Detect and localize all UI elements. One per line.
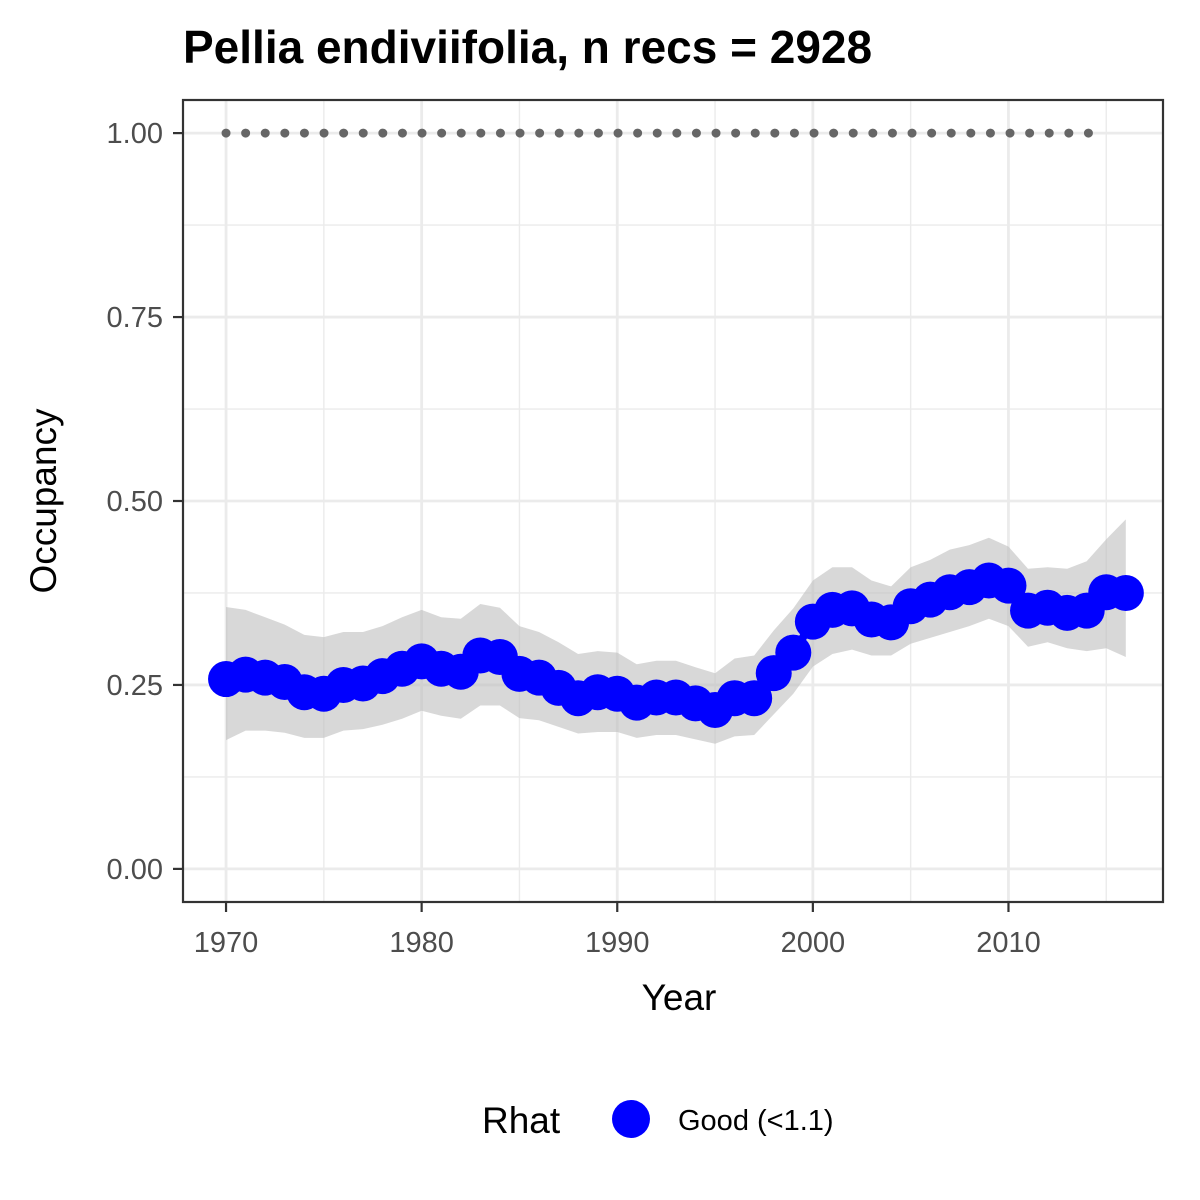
x-tick-label: 2010 — [976, 927, 1041, 959]
x-tick-label: 2000 — [781, 927, 846, 959]
grid-lines — [183, 100, 1163, 902]
x-tick-label: 1980 — [389, 927, 454, 959]
axis-ticks: 1970 1980 1990 2000 2010 0.00 0.25 0.50 0.75 1.00 — [107, 118, 1041, 959]
data-point — [1107, 574, 1144, 611]
ribbon-area — [226, 519, 1126, 744]
legend: Rhat Good (<1.1) — [482, 1100, 834, 1141]
data-point — [736, 680, 773, 717]
y-tick-label: 1.00 — [107, 118, 163, 150]
occupancy-points — [208, 562, 1144, 728]
confidence-ribbon — [226, 519, 1126, 744]
y-tick-label: 0.75 — [107, 302, 163, 334]
legend-title: Rhat — [482, 1100, 561, 1141]
data-point — [775, 634, 812, 671]
chart-title: Pellia endiviifolia, n recs = 2928 — [183, 21, 872, 73]
legend-key-good — [612, 1100, 650, 1138]
y-tick-label: 0.00 — [107, 854, 163, 886]
legend-label-good: Good (<1.1) — [678, 1105, 834, 1137]
x-axis-title: Year — [642, 977, 717, 1018]
x-tick-label: 1970 — [194, 927, 259, 959]
data-point — [990, 567, 1027, 604]
x-tick-label: 1990 — [585, 927, 650, 959]
y-tick-label: 0.25 — [107, 670, 163, 702]
y-axis-title: Occupancy — [23, 408, 64, 594]
y-tick-label: 0.50 — [107, 486, 163, 518]
